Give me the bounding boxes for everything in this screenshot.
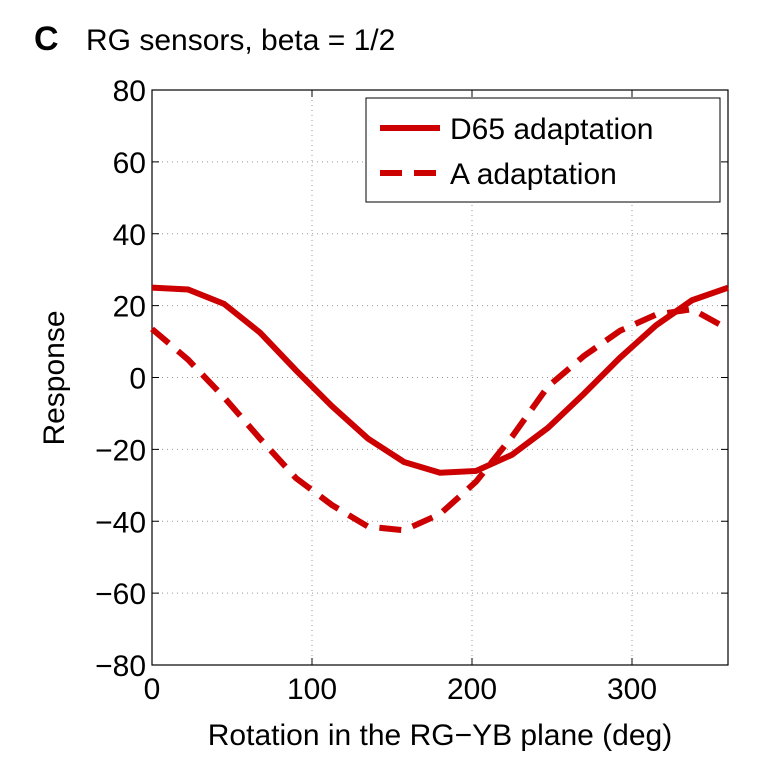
chart-title: RG sensors, beta = 1/2 (86, 24, 395, 57)
y-tick-label: −40 (95, 506, 146, 539)
x-tick-label: 100 (287, 673, 337, 706)
panel-label: C (34, 20, 59, 58)
y-tick-label: −60 (95, 578, 146, 611)
y-tick-label: 60 (113, 147, 146, 180)
x-axis-label: Rotation in the RG−YB plane (deg) (208, 719, 672, 752)
y-tick-label: 20 (113, 291, 146, 324)
legend-label: A adaptation (450, 158, 617, 191)
y-tick-label: 40 (113, 219, 146, 252)
x-tick-label: 0 (144, 673, 161, 706)
plot-frame (151, 89, 729, 666)
legend-box (365, 97, 721, 203)
legend-label: D65 adaptation (450, 113, 654, 146)
x-tick-label: 300 (607, 673, 657, 706)
y-tick-label: 0 (129, 363, 146, 396)
y-tick-label: 80 (113, 75, 146, 108)
x-tick-label: 200 (447, 673, 497, 706)
y-axis-label: Response (38, 310, 71, 445)
y-tick-label: −20 (95, 434, 146, 467)
y-tick-label: −80 (95, 650, 146, 683)
data-line (151, 284, 729, 476)
